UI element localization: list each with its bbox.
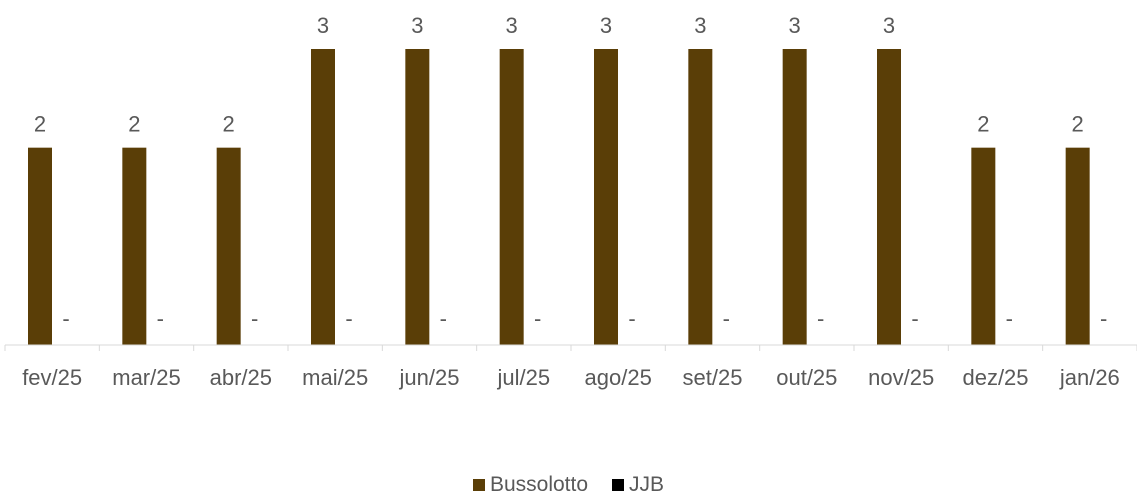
bar-bussolotto <box>971 147 996 345</box>
data-label-jjb: - <box>534 306 541 331</box>
x-tick-label: abr/25 <box>210 365 272 390</box>
data-label-bussolotto: 2 <box>223 112 235 137</box>
data-label-bussolotto: 3 <box>600 13 612 38</box>
data-label-jjb: - <box>1006 306 1013 331</box>
data-label-jjb: - <box>440 306 447 331</box>
bar-bussolotto <box>688 49 713 345</box>
bar-bussolotto <box>122 147 147 345</box>
data-label-bussolotto: 3 <box>694 13 706 38</box>
x-tick-label: mar/25 <box>112 365 180 390</box>
bar-bussolotto <box>1065 147 1090 345</box>
bars-group <box>28 49 1090 345</box>
legend-label-jjb: JJB <box>629 473 665 496</box>
data-label-bussolotto: 3 <box>411 13 423 38</box>
bar-bussolotto <box>405 49 430 345</box>
bar-bussolotto <box>877 49 901 345</box>
data-label-bussolotto: 3 <box>789 13 801 38</box>
legend-item-bussolotto: Bussolotto <box>472 473 589 497</box>
legend-swatch-jjb <box>612 479 625 491</box>
data-label-jjb: - <box>628 306 635 331</box>
data-label-bussolotto: 3 <box>317 13 329 38</box>
data-label-bussolotto: 2 <box>34 112 46 137</box>
x-tick-label: jul/25 <box>497 365 551 390</box>
legend-item-jjb: JJB <box>612 473 664 497</box>
x-ticks-group <box>4 345 1137 351</box>
bar-bussolotto <box>782 49 807 345</box>
x-tick-label: mai/25 <box>302 365 368 390</box>
bar-bussolotto <box>311 49 335 345</box>
legend-label-bussolotto: Bussolotto <box>489 473 589 496</box>
x-tick-label: jun/25 <box>399 365 460 390</box>
x-tick-label: ago/25 <box>585 365 652 390</box>
data-label-bussolotto: 2 <box>1072 112 1084 137</box>
data-label-jjb: - <box>157 306 164 331</box>
data-label-jjb: - <box>251 306 258 331</box>
bar-bussolotto <box>28 147 52 345</box>
x-tick-label: fev/25 <box>22 365 82 390</box>
bar-bussolotto <box>499 49 524 345</box>
data-label-jjb: - <box>911 306 918 331</box>
data-label-bussolotto: 3 <box>506 13 518 38</box>
legend-swatch-bussolotto <box>472 479 485 491</box>
data-label-jjb: - <box>1100 306 1107 331</box>
x-tick-labels-group: fev/25 mar/25 abr/25 mai/25 jun/25 jul/25 ago/… <box>22 365 1120 390</box>
data-label-jjb: - <box>62 306 69 331</box>
data-label-bussolotto: 3 <box>883 13 895 38</box>
data-label-bussolotto: 2 <box>128 112 140 137</box>
bar-bussolotto <box>594 49 618 345</box>
data-label-jjb: - <box>345 306 352 331</box>
x-tick-label: out/25 <box>776 365 837 390</box>
x-tick-label: nov/25 <box>868 365 934 390</box>
x-tick-label: set/25 <box>683 365 743 390</box>
data-label-jjb: - <box>723 306 730 331</box>
x-tick-label: jan/26 <box>1059 365 1120 390</box>
legend: Bussolotto JJB <box>0 473 1137 497</box>
data-label-jjb: - <box>817 306 824 331</box>
x-tick-label: dez/25 <box>962 365 1028 390</box>
data-label-bussolotto: 2 <box>977 112 989 137</box>
bar-labels-group: 2 - 2 - 2 - 3 - 3 - 3 - 3 - 3 - 3 - 3 - 2 - 2 - <box>34 13 1107 331</box>
bar-bussolotto <box>216 147 241 345</box>
